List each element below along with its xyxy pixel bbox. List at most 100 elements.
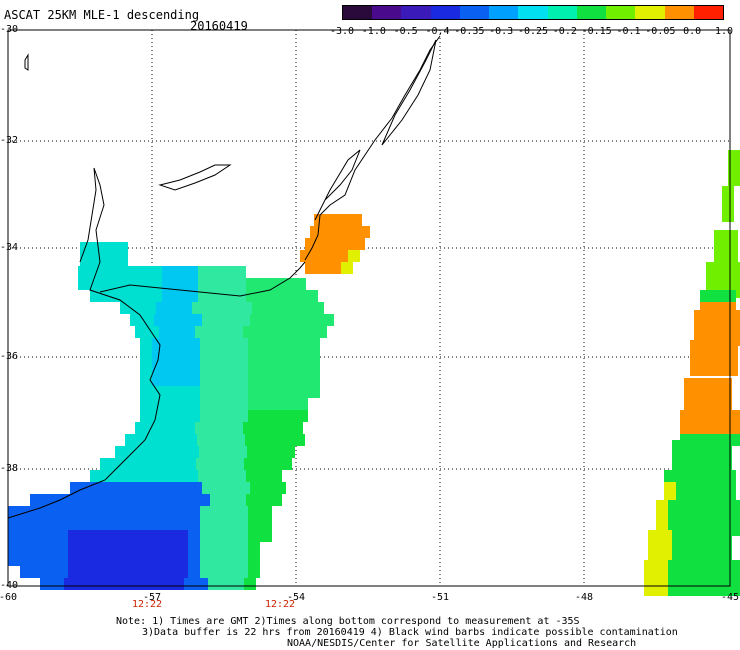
swath-cell bbox=[726, 340, 738, 352]
swath-cell bbox=[140, 542, 152, 554]
swath-cell bbox=[284, 386, 296, 398]
swath-cell bbox=[92, 506, 104, 518]
swath-cell bbox=[164, 530, 176, 542]
swath-cell bbox=[248, 338, 260, 350]
swath-cell bbox=[198, 494, 210, 506]
swath-cell bbox=[704, 584, 716, 596]
lon-label: -60 bbox=[0, 592, 18, 603]
swath-cell bbox=[188, 410, 200, 422]
swath-cell bbox=[176, 386, 188, 398]
swath-cell bbox=[722, 210, 734, 222]
swath-cell bbox=[162, 266, 174, 278]
swath-cell bbox=[152, 362, 164, 374]
swath-cell bbox=[726, 242, 738, 254]
swath-cell bbox=[222, 278, 234, 290]
swath-cell bbox=[288, 302, 300, 314]
swath-cell bbox=[293, 434, 305, 446]
swath-cell bbox=[248, 542, 260, 554]
swath-cell bbox=[102, 494, 114, 506]
swath-cell bbox=[116, 254, 128, 266]
swath-cell bbox=[188, 398, 200, 410]
swath-cell bbox=[183, 422, 195, 434]
swath-cell bbox=[680, 572, 692, 584]
swath-cell bbox=[660, 542, 672, 554]
swath-cell bbox=[152, 554, 164, 566]
swath-cell bbox=[256, 458, 268, 470]
swath-cell bbox=[92, 554, 104, 566]
swath-cell bbox=[220, 458, 232, 470]
swath-cell bbox=[315, 326, 327, 338]
swath-cell bbox=[270, 290, 282, 302]
swath-cell bbox=[140, 554, 152, 566]
coastline-segment bbox=[7, 167, 161, 519]
swath-cell bbox=[714, 230, 726, 242]
swath-cell bbox=[248, 374, 260, 386]
swath-cell bbox=[644, 584, 656, 596]
swath-cell bbox=[164, 398, 176, 410]
swath-cell bbox=[672, 440, 684, 452]
swath-cell bbox=[196, 458, 208, 470]
swath-cell bbox=[258, 290, 270, 302]
swath-cell bbox=[188, 386, 200, 398]
swath-cell bbox=[202, 482, 214, 494]
swath-cell bbox=[128, 530, 140, 542]
swath-cell bbox=[329, 262, 341, 274]
swath-cell bbox=[20, 566, 32, 578]
swath-cell bbox=[296, 350, 308, 362]
swath-cell bbox=[269, 434, 281, 446]
swath-cell bbox=[44, 506, 56, 518]
swath-cell bbox=[64, 578, 76, 590]
swath-cell bbox=[246, 278, 258, 290]
swath-cell bbox=[150, 266, 162, 278]
swath-cell bbox=[692, 410, 704, 422]
swath-cell bbox=[310, 314, 322, 326]
swath-cell bbox=[720, 530, 732, 542]
swath-cell bbox=[223, 446, 235, 458]
swath-cell bbox=[104, 506, 116, 518]
swath-cell bbox=[680, 512, 692, 524]
swath-cell bbox=[329, 238, 341, 250]
swath-cell bbox=[176, 398, 188, 410]
swath-cell bbox=[728, 500, 740, 512]
swath-cell bbox=[718, 274, 730, 286]
swath-cell bbox=[124, 458, 136, 470]
swath-cell bbox=[708, 378, 720, 390]
swath-cell bbox=[152, 518, 164, 530]
swath-cell bbox=[147, 326, 159, 338]
colorbar-label: 0.0 bbox=[683, 26, 702, 37]
swath-cell bbox=[236, 566, 248, 578]
colorbar-swatch bbox=[401, 6, 431, 19]
swath-cell bbox=[656, 512, 668, 524]
swath-cell bbox=[716, 500, 728, 512]
swath-cell bbox=[142, 482, 154, 494]
swath-cell bbox=[706, 262, 718, 274]
swath-cell bbox=[164, 362, 176, 374]
swath-cell bbox=[672, 452, 684, 464]
swath-cell bbox=[90, 470, 102, 482]
swath-cell bbox=[200, 386, 212, 398]
swath-cell bbox=[190, 482, 202, 494]
swath-cell bbox=[149, 434, 161, 446]
swath-cell bbox=[178, 482, 190, 494]
swath-cell bbox=[236, 518, 248, 530]
swath-cell bbox=[728, 174, 740, 186]
swath-cell bbox=[310, 226, 322, 238]
swath-cell bbox=[236, 410, 248, 422]
swath-cell bbox=[704, 512, 716, 524]
swath-cell bbox=[716, 572, 728, 584]
swath-cell bbox=[176, 506, 188, 518]
swath-cell bbox=[164, 386, 176, 398]
swath-cell bbox=[188, 506, 200, 518]
swath-cell bbox=[116, 566, 128, 578]
swath-cell bbox=[214, 482, 226, 494]
swath-cell bbox=[260, 362, 272, 374]
swath-cell bbox=[212, 386, 224, 398]
lat-label: -36 bbox=[0, 351, 19, 362]
swath-cell bbox=[236, 350, 248, 362]
swath-cell bbox=[212, 554, 224, 566]
swath-cell bbox=[192, 302, 204, 314]
swath-cell bbox=[162, 494, 174, 506]
swath-cell bbox=[198, 470, 210, 482]
swath-cell bbox=[104, 254, 116, 266]
swath-cell bbox=[728, 584, 740, 596]
